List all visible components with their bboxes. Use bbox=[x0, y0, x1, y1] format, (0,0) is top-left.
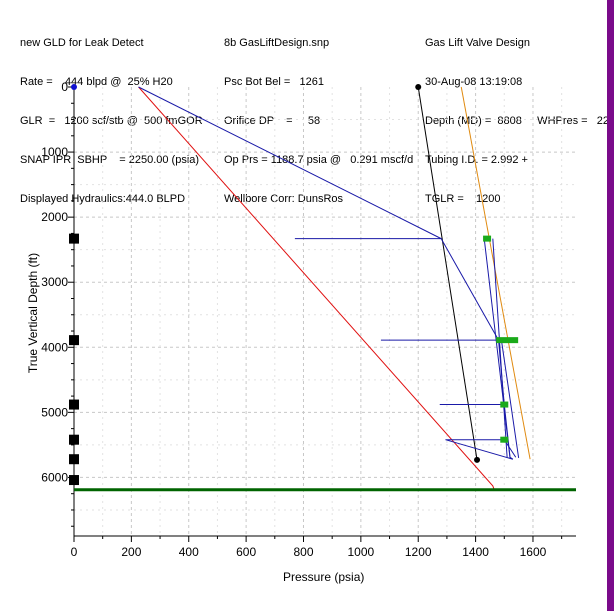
y-tick-label: 0 bbox=[61, 80, 68, 94]
valve-depth-marker bbox=[69, 434, 79, 445]
valve-marker bbox=[496, 337, 519, 344]
header-column-right: Gas Lift Valve Design 30-Aug-08 13:19:08… bbox=[425, 11, 609, 232]
series-valve-line-2 bbox=[492, 238, 508, 458]
series-valve-design-zigzag bbox=[138, 86, 517, 460]
y-tick-label: 2000 bbox=[41, 210, 68, 224]
x-tick-label: 800 bbox=[293, 545, 313, 559]
series-valve-line-3 bbox=[500, 340, 520, 458]
header-line: SNAP IPR SBHP = 2250.00 (psia) bbox=[20, 154, 200, 166]
data-point bbox=[474, 456, 481, 463]
valve-depth-marker bbox=[69, 335, 79, 346]
valve-depth-marker bbox=[69, 233, 79, 244]
x-tick-label: 1600 bbox=[520, 545, 547, 559]
x-tick-label: 1200 bbox=[405, 545, 432, 559]
y-axis-label: True Vertical Depth (ft) bbox=[26, 252, 40, 374]
header-line: Tubing I.D. = 2.992 + bbox=[425, 154, 528, 166]
series-static-gradient-red bbox=[138, 86, 495, 490]
x-tick-label: 400 bbox=[179, 545, 199, 559]
header-line: Orifice DP = 58 bbox=[224, 115, 321, 127]
valve-marker bbox=[483, 235, 492, 242]
header-line: Rate = 444 blpd @ 25% H20 bbox=[20, 76, 173, 88]
series-injection-gas-line bbox=[460, 86, 531, 460]
y-tick-label: 4000 bbox=[41, 340, 68, 354]
y-tick-label: 1000 bbox=[41, 145, 68, 159]
series-valve-line-1 bbox=[483, 238, 511, 458]
x-tick-label: 0 bbox=[71, 545, 78, 559]
y-tick-label: 5000 bbox=[41, 405, 68, 419]
x-axis-label: Pressure (psia) bbox=[283, 570, 365, 584]
header-line: new GLD for Leak Detect bbox=[20, 37, 144, 49]
x-tick-label: 1000 bbox=[348, 545, 375, 559]
x-tick-label: 1400 bbox=[462, 545, 489, 559]
y-tick-label: 3000 bbox=[41, 275, 68, 289]
data-point bbox=[415, 84, 422, 90]
origin-point bbox=[71, 84, 77, 90]
valve-marker bbox=[500, 436, 509, 443]
header-line: GLR = 1200 scf/stb @ 500 fmGOR bbox=[20, 115, 203, 127]
header-line: 8b GasLiftDesign.snp bbox=[224, 37, 330, 49]
valve-depth-marker bbox=[69, 475, 79, 486]
header-line: Psc Bot Bel = 1261 bbox=[224, 76, 324, 88]
header-line: 30-Aug-08 13:19:08 bbox=[425, 76, 523, 88]
series-gradient-line-black bbox=[417, 86, 478, 460]
x-tick-label: 200 bbox=[121, 545, 141, 559]
window-edge-bar bbox=[607, 0, 614, 611]
valve-depth-marker bbox=[69, 399, 79, 410]
y-tick-label: 6000 bbox=[41, 470, 68, 484]
x-tick-label: 600 bbox=[236, 545, 256, 559]
valve-marker bbox=[500, 401, 509, 408]
header-column-left: new GLD for Leak Detect Rate = 444 blpd … bbox=[20, 11, 203, 232]
valve-depth-marker bbox=[69, 454, 79, 465]
header-line: Displayed Hydraulics:444.0 BLPD bbox=[20, 193, 186, 205]
header-line: Gas Lift Valve Design bbox=[425, 37, 530, 49]
